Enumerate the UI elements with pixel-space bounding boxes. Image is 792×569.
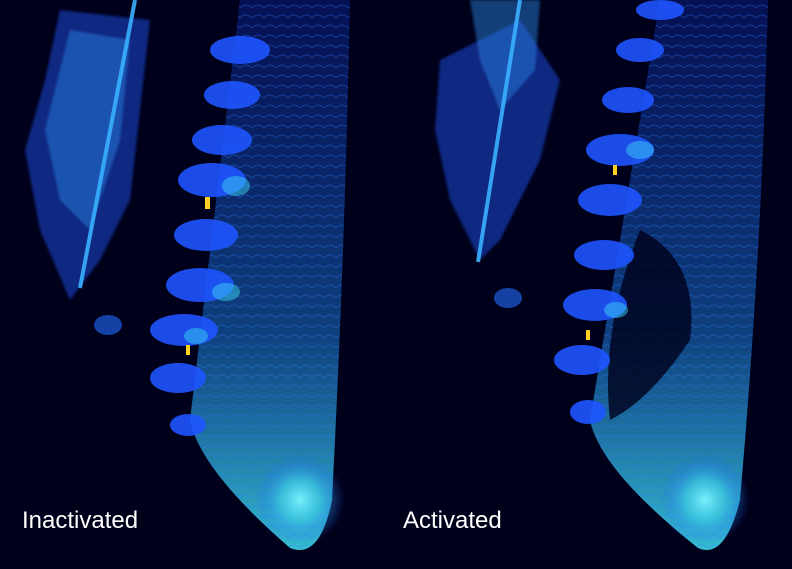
inactivated-point-cloud [25,0,350,550]
activated-label: Activated [403,507,502,534]
inactivated-label: Inactivated [22,507,139,534]
activated-point-cloud [435,0,768,550]
